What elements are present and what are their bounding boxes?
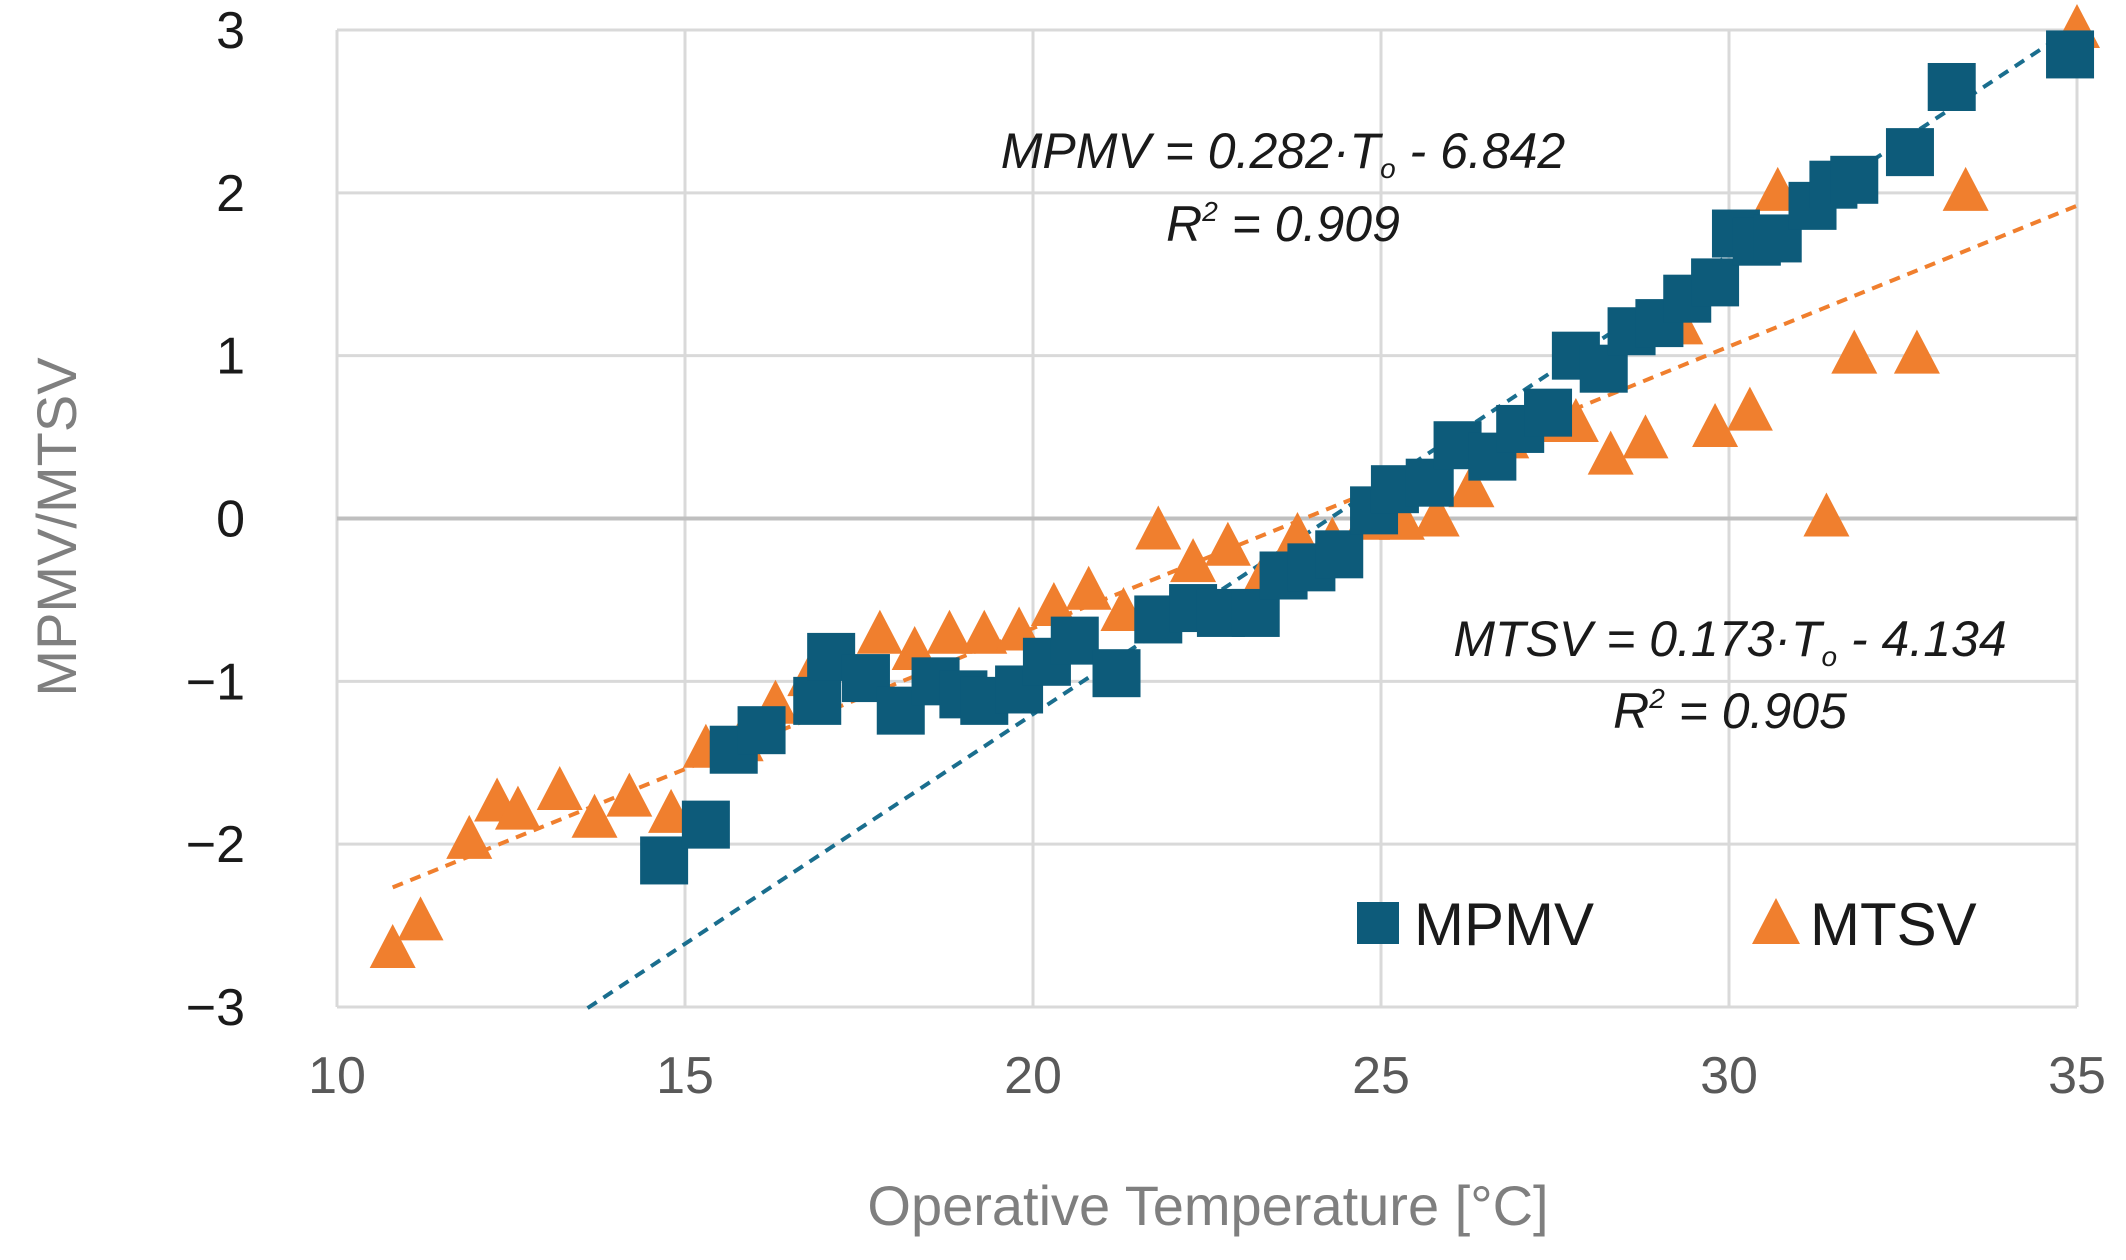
mtsv-r2-value: = 0.905 xyxy=(1665,683,1847,739)
mpmv-r2-value: = 0.909 xyxy=(1218,196,1400,252)
mtsv-point xyxy=(1135,505,1182,550)
mpmv-r2-superscript: 2 xyxy=(1201,196,1218,227)
mtsv-point xyxy=(571,793,618,838)
mtsv-point xyxy=(1587,430,1634,475)
svg-text:MTSV = 0.173·To - 4.134: MTSV = 0.173·To - 4.134 xyxy=(1453,611,2006,672)
mpmv-equation-subscript: o xyxy=(1380,153,1396,184)
svg-text:MPMV = 0.282·To - 6.842: MPMV = 0.282·To - 6.842 xyxy=(1001,123,1566,184)
mtsv-r2-label: R xyxy=(1613,683,1649,739)
mpmv-point xyxy=(1524,388,1573,437)
y-tick-label: −1 xyxy=(186,653,245,711)
mtsv-point xyxy=(1726,386,1773,431)
mtsv-point xyxy=(369,924,416,969)
mtsv-point xyxy=(1204,521,1251,566)
y-tick-label: −2 xyxy=(186,816,245,874)
x-tick-label: 35 xyxy=(2048,1047,2106,1105)
legend-mtsv-label: MTSV xyxy=(1810,891,1977,958)
x-tick-label: 30 xyxy=(1700,1047,1758,1105)
x-tick-label: 25 xyxy=(1352,1047,1410,1105)
mpmv-point xyxy=(1050,616,1099,665)
x-tick-label: 10 xyxy=(308,1047,366,1105)
mtsv-point xyxy=(494,785,541,830)
mpmv-equation-rhs: - 6.842 xyxy=(1396,123,1566,179)
mtsv-equation-rhs: - 4.134 xyxy=(1837,611,2007,667)
mtsv-point xyxy=(856,609,903,654)
legend: MPMV MTSV xyxy=(1357,891,1977,958)
data-points xyxy=(369,4,2100,969)
mtsv-point xyxy=(1942,166,1989,211)
mtsv-point xyxy=(1030,582,1077,627)
mtsv-equation: MTSV = 0.173·To - 4.134 R2 = 0.905 xyxy=(1453,611,2006,739)
y-tick-label: −3 xyxy=(186,979,245,1037)
mpmv-point xyxy=(737,706,786,755)
mtsv-r2-superscript: 2 xyxy=(1648,683,1665,714)
mpmv-point xyxy=(1885,128,1934,177)
mtsv-point xyxy=(446,814,493,859)
y-tick-label: 3 xyxy=(216,2,245,60)
y-tick-label: 0 xyxy=(216,491,245,549)
svg-text:R2 = 0.905: R2 = 0.905 xyxy=(1613,683,1847,739)
y-tick-label: 1 xyxy=(216,328,245,386)
x-tick-label: 20 xyxy=(1004,1047,1062,1105)
mtsv-point xyxy=(1692,402,1739,447)
mpmv-point xyxy=(793,676,842,725)
mtsv-equation-subscript: o xyxy=(1822,641,1838,672)
mtsv-point xyxy=(961,609,1008,654)
mpmv-point xyxy=(681,800,730,849)
mpmv-point xyxy=(1927,62,1976,111)
y-tick-label: 2 xyxy=(216,165,245,223)
mtsv-point xyxy=(606,772,653,817)
mtsv-point xyxy=(1893,329,1940,374)
legend-mtsv-marker xyxy=(1752,898,1800,944)
grid xyxy=(335,28,2079,1009)
mpmv-point xyxy=(640,836,689,885)
svg-text:R2 = 0.909: R2 = 0.909 xyxy=(1166,196,1400,252)
x-tick-label: 15 xyxy=(656,1047,714,1105)
mtsv-point xyxy=(1622,414,1669,459)
mtsv-point xyxy=(536,766,583,811)
mtsv-point xyxy=(397,896,444,941)
mpmv-point xyxy=(1315,530,1364,579)
mpmv-point xyxy=(1830,155,1879,204)
mpmv-equation: MPMV = 0.282·To - 6.842 R2 = 0.909 xyxy=(1001,123,1566,252)
mpmv-point xyxy=(1092,649,1141,698)
legend-mpmv-marker xyxy=(1357,902,1399,944)
mtsv-point xyxy=(926,609,973,654)
mpmv-r2-label: R xyxy=(1166,196,1202,252)
mpmv-equation-lhs: MPMV = 0.282·T xyxy=(1001,123,1384,179)
legend-mpmv-label: MPMV xyxy=(1414,891,1594,958)
mtsv-point xyxy=(1170,538,1217,583)
mtsv-point xyxy=(1803,492,1850,537)
y-axis-title: MPMV/MTSV xyxy=(25,357,88,697)
x-axis-title: Operative Temperature [°C] xyxy=(867,1174,1548,1237)
mtsv-point xyxy=(1831,329,1878,374)
mtsv-point xyxy=(1065,565,1112,610)
mpmv-point xyxy=(1691,258,1740,307)
mtsv-point xyxy=(1413,492,1460,537)
mtsv-point xyxy=(1448,463,1495,508)
mpmv-point xyxy=(2046,30,2095,79)
mtsv-equation-lhs: MTSV = 0.173·T xyxy=(1453,611,1825,667)
